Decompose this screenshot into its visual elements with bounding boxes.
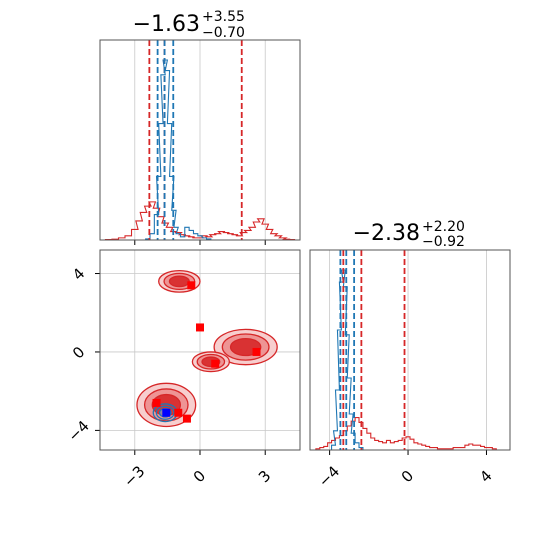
p10-ytick-label: 4 <box>69 264 88 283</box>
title-1-main: −1.63 <box>133 12 200 37</box>
p11-xtick-label: 0 <box>398 467 417 486</box>
panel-2d-density: −3 0 3 −4 0 4 <box>65 249 301 491</box>
p10-marker-series-2 <box>162 408 171 417</box>
p10-density-contour-series-1 <box>168 275 190 288</box>
p10-xtick-label: 0 <box>190 467 209 486</box>
p10-ytick-label: −4 <box>65 417 93 445</box>
p10-marker-series-1 <box>252 347 261 356</box>
p10-marker-series-1 <box>187 281 196 290</box>
p10-frame <box>99 249 301 451</box>
p10-marker-series-1 <box>211 359 220 368</box>
title-2-main: −2.38 <box>353 221 420 246</box>
p11-hist-series-2 <box>327 269 367 451</box>
p10-density-contour-series-2 <box>155 405 175 420</box>
p11-frame <box>309 249 511 451</box>
title-param-2: −2.38 +2.20 −0.92 <box>353 219 465 250</box>
p10-ytick-label: 0 <box>69 343 88 362</box>
title-param-1: −1.63 +3.55 −0.70 <box>133 9 245 41</box>
p11-xtick-label: 4 <box>476 467 495 486</box>
p10-marker-series-1 <box>196 323 204 332</box>
panel-hist-param-1 <box>99 39 301 245</box>
title-2-sup: +2.20 <box>422 219 465 235</box>
panel-hist-param-2: −4 0 4 <box>309 249 511 491</box>
p11-xtick-label: −4 <box>315 462 343 490</box>
p10-plot-area <box>136 269 278 428</box>
title-1-sub: −0.70 <box>202 25 245 41</box>
p00-frame <box>99 39 301 241</box>
p10-marker-series-1 <box>182 414 191 423</box>
p00-hist-series-2 <box>141 59 216 241</box>
title-1-sup: +3.55 <box>202 9 245 25</box>
p00-hist-series-1 <box>104 201 296 241</box>
p10-xtick-label: 3 <box>255 467 274 486</box>
p10-marker-series-1 <box>152 398 161 407</box>
p10-marker-series-1 <box>174 408 183 417</box>
p10-xtick-label: −3 <box>120 462 148 490</box>
title-2-sub: −0.92 <box>422 234 465 250</box>
